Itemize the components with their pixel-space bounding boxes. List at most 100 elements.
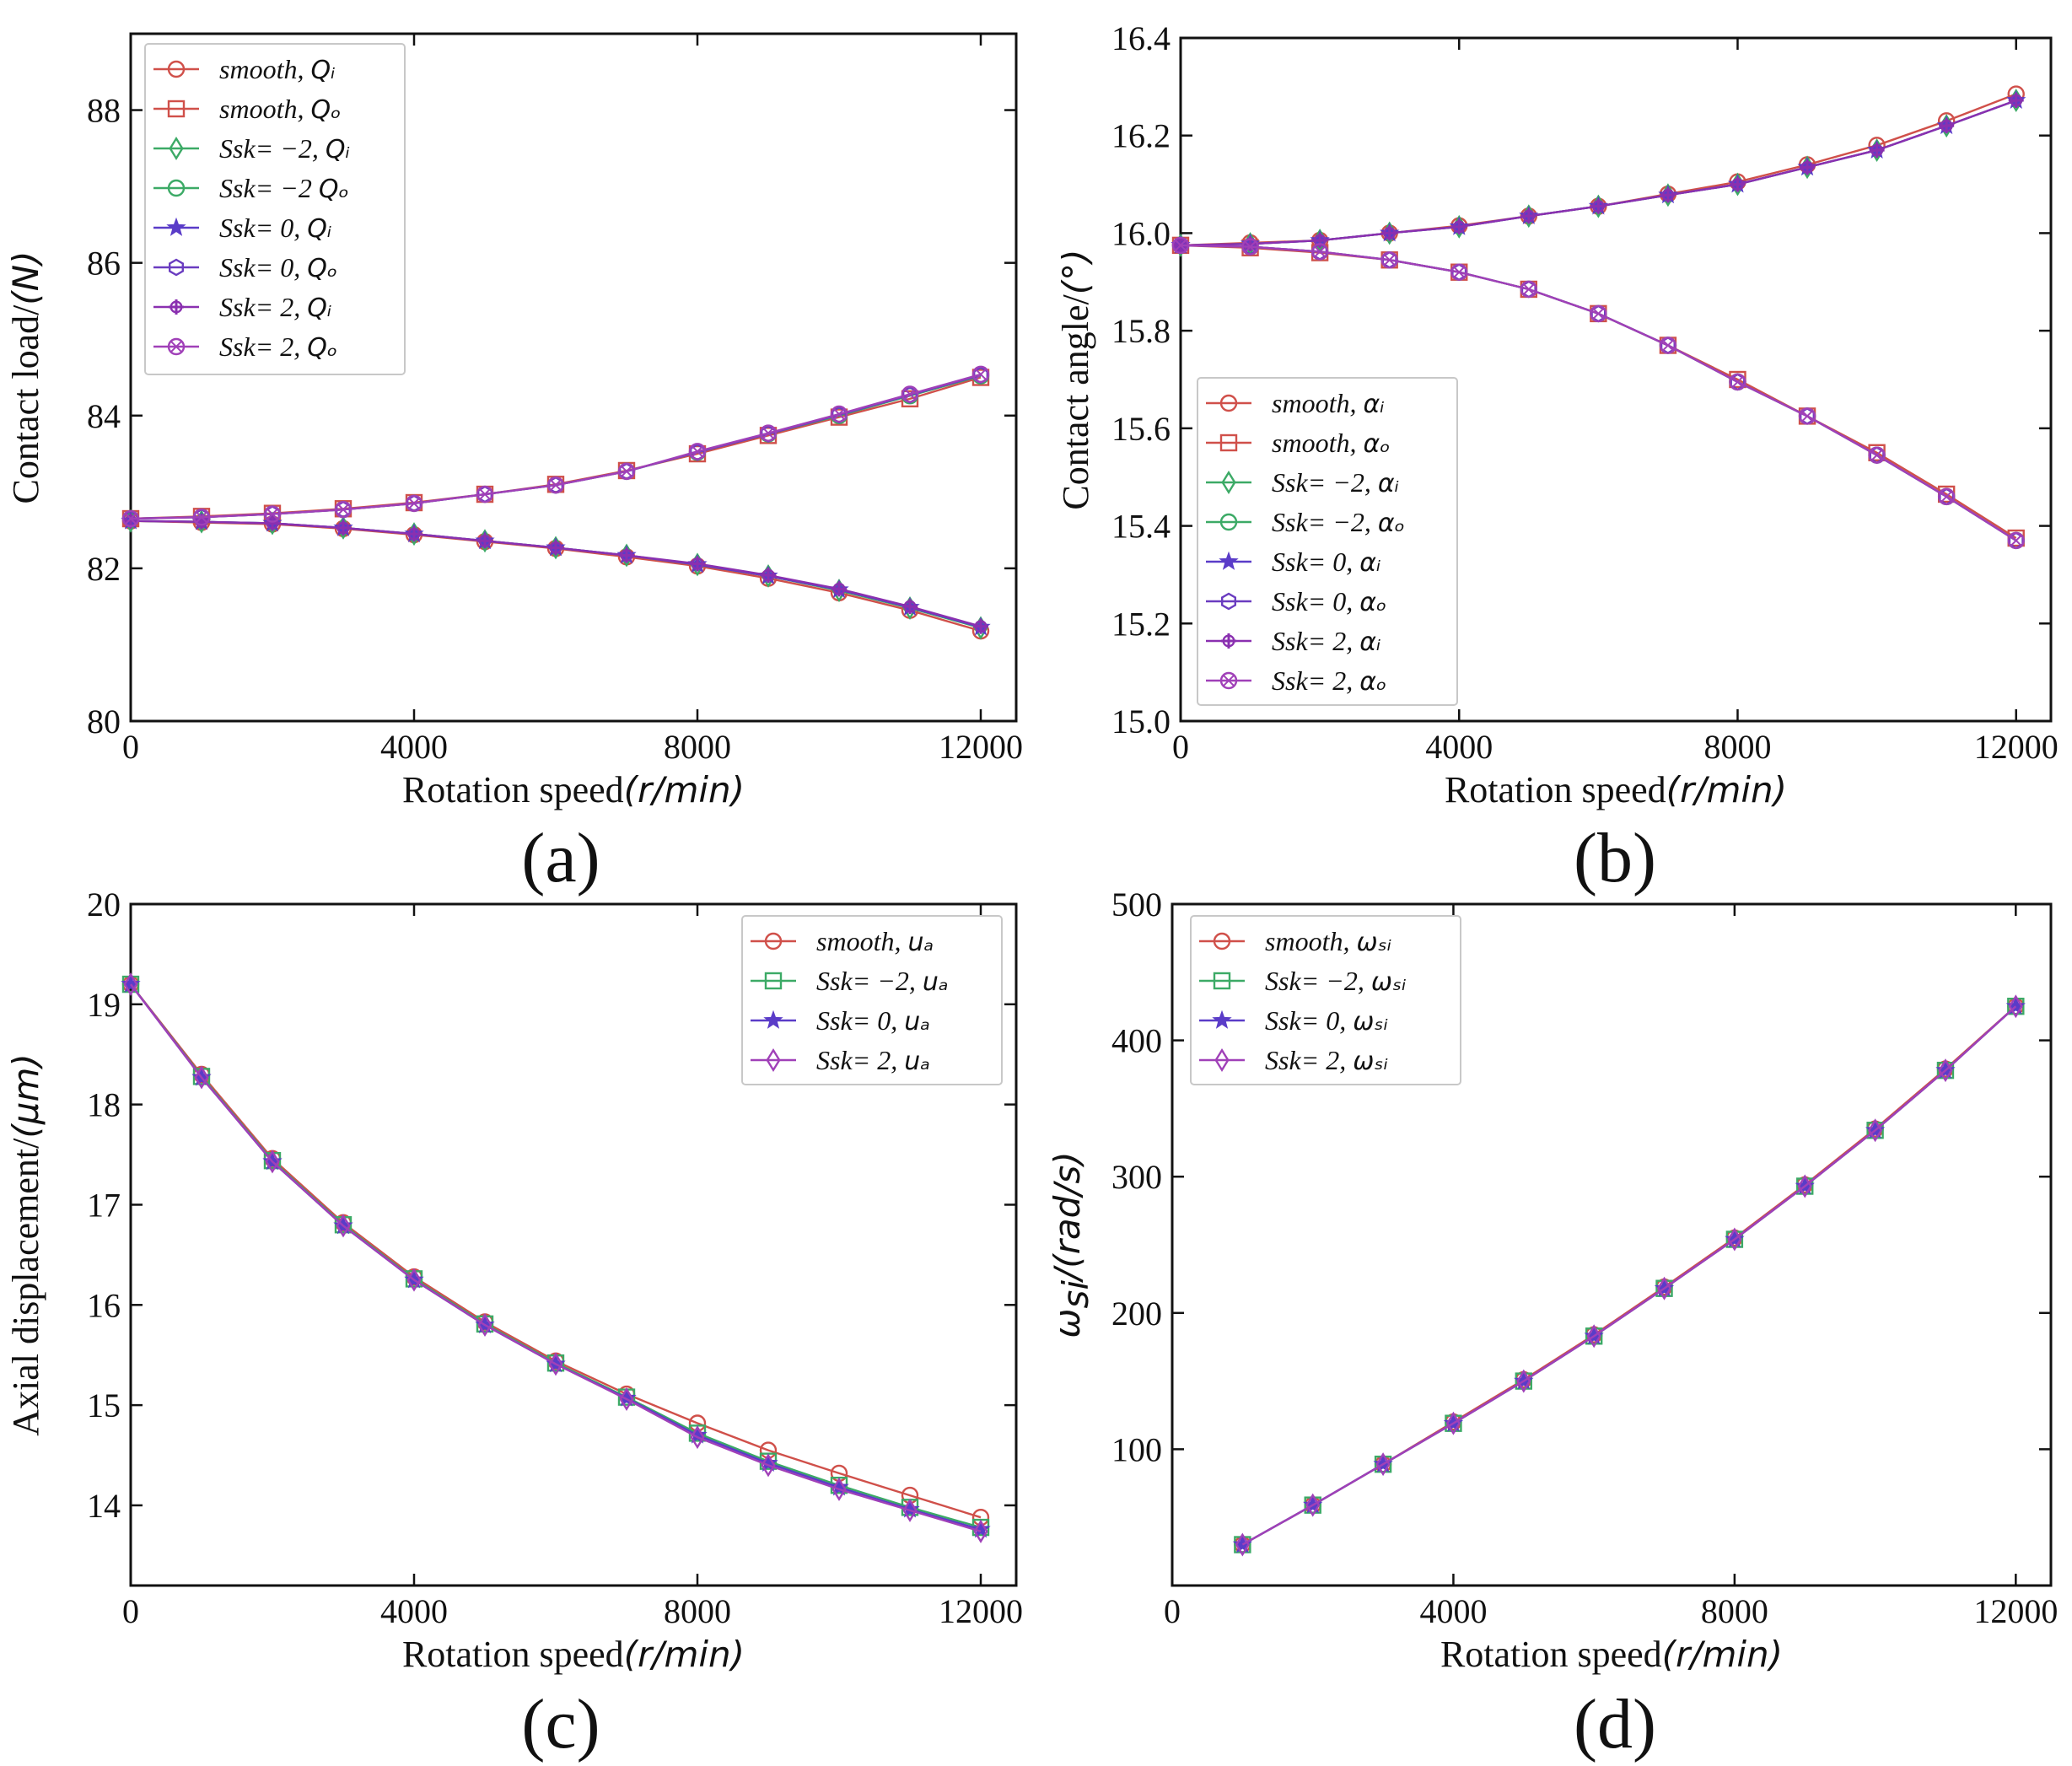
- legend-marker: [764, 932, 783, 950]
- data-point: [334, 500, 353, 519]
- legend-entry: Ssk= 2, Qᵢ: [153, 292, 331, 323]
- legend-label-sub: Qᵢ: [310, 56, 335, 85]
- legend-entry: Ssk= 0, uₐ: [751, 1005, 930, 1036]
- legend-entry: Ssk= 2, ωₛᵢ: [1199, 1045, 1388, 1076]
- data-point-x: [2010, 534, 2022, 546]
- data-point: [1937, 487, 1956, 506]
- series-5: [122, 366, 989, 528]
- chart-panel-c: 0 4000 8000 12000 14 15 16 17 18 19 20 Rotation spe…: [5, 886, 1023, 1763]
- legend-label-sub: αₒ: [1359, 588, 1386, 617]
- legend-label: smooth, uₐ: [816, 926, 934, 957]
- legend-label-sub: αₒ: [1378, 509, 1405, 538]
- legend-label: smooth, Qᵢ: [219, 54, 335, 85]
- legend-label-sub: Qₒ: [310, 95, 341, 125]
- x-tick-label: 0: [1164, 1592, 1181, 1630]
- plot-frame: [129, 902, 1018, 1587]
- y-tick-label: 18: [87, 1086, 121, 1124]
- legend-box: [1197, 377, 1458, 706]
- data-point-x: [1383, 254, 1396, 267]
- legend-label-text: Ssk= 0,: [219, 213, 307, 243]
- y-tick-label: 300: [1111, 1158, 1162, 1196]
- y-axis-label-text: Contact load/: [5, 304, 46, 504]
- legend-label-sub: αₒ: [1363, 429, 1390, 459]
- chart-panel-d: 0 4000 8000 12000 100 200 300 400 500 Rotation sp…: [1047, 886, 2058, 1763]
- series-3: [1235, 994, 2023, 1557]
- y-tick-label: 15.4: [1111, 508, 1171, 546]
- data-point-x: [478, 488, 492, 501]
- data-point-x: [1731, 375, 1744, 388]
- data-point: [1445, 1411, 1461, 1435]
- series-7: [1171, 236, 2025, 550]
- data-point-ring: [691, 557, 704, 570]
- data-point: [2005, 995, 2026, 1015]
- data-point: [121, 509, 140, 528]
- x-axis-label-text: Rotation speed: [1445, 769, 1666, 810]
- series-1: [121, 369, 990, 528]
- y-tick-label: 15: [87, 1386, 121, 1424]
- legend-label-sub: ωₛᵢ: [1371, 967, 1407, 997]
- data-point-ring: [903, 600, 917, 613]
- data-point: [1516, 1369, 1531, 1393]
- data-point: [1729, 373, 1746, 391]
- legend-label-sub: Qᵢ: [326, 135, 350, 164]
- legend-label-sub: uₐ: [923, 967, 949, 997]
- data-point: [1867, 1118, 1883, 1143]
- y-tick-label: 88: [87, 92, 121, 130]
- legend-marker-x: [1222, 674, 1235, 687]
- data-point: [687, 1424, 708, 1444]
- legend-entry: smooth, uₐ: [751, 926, 934, 957]
- data-point-ring: [2010, 94, 2023, 107]
- x-tick-label: 4000: [1425, 728, 1493, 766]
- legend-label-text: Ssk= −2,: [219, 133, 326, 164]
- data-point: [759, 424, 778, 442]
- legend-entry: Ssk= 0, ωₛᵢ: [1199, 1005, 1388, 1036]
- plot-frame: [1179, 36, 2053, 723]
- legend-label-sub: uₐ: [904, 1047, 930, 1076]
- y-tick-label: 500: [1111, 886, 1162, 923]
- legend-label: Ssk= 0, Qᵢ: [219, 213, 331, 244]
- x-tick-label: 0: [122, 728, 139, 766]
- legend-marker-x: [170, 340, 183, 353]
- legend-label: smooth, ωₛᵢ: [1265, 926, 1391, 957]
- series-line: [1180, 99, 2017, 247]
- legend-marker: [1214, 1048, 1230, 1072]
- legend-label: Ssk= 2, Qᵢ: [219, 292, 331, 323]
- legend-label-sub: ωₛᵢ: [1356, 928, 1391, 957]
- legend-marker: [169, 137, 184, 160]
- legend-label-text: Ssk= 0,: [1265, 1005, 1353, 1036]
- data-point: [1171, 236, 1190, 255]
- legend-marker: [1219, 394, 1238, 412]
- series-7: [121, 365, 990, 528]
- data-point-x: [407, 497, 421, 509]
- series-line: [1241, 1005, 2017, 1546]
- data-point: [263, 505, 282, 523]
- data-point-x: [1592, 307, 1605, 320]
- x-tick-label: 12000: [939, 1592, 1023, 1630]
- data-point: [2008, 994, 2023, 1019]
- y-axis-label-sub: si: [1055, 1280, 1096, 1309]
- legend-label: Ssk= −2 Qₒ: [219, 173, 349, 204]
- data-point-ring: [1800, 160, 1814, 174]
- y-tick-label: 100: [1111, 1430, 1162, 1468]
- legend-label-sub: Qₒ: [307, 333, 337, 363]
- data-point-ring: [549, 541, 562, 554]
- chart-panel-b: 0 4000 8000 12000 15.0 15.2 15.4 15.6 15.8 16.0 16…: [1055, 19, 2059, 897]
- legend-label-sub: Qᵢ: [307, 293, 331, 323]
- data-point: [1938, 1058, 1953, 1083]
- series-line: [1180, 99, 2017, 247]
- legend-label-text: smooth,: [1265, 926, 1356, 956]
- legend-label: Ssk= 0, uₐ: [816, 1005, 930, 1036]
- data-point-ring: [407, 527, 421, 541]
- y-axis-label: Contact load/(N): [5, 250, 46, 503]
- legend-label-sub: αᵢ: [1363, 390, 1384, 419]
- data-point: [1380, 251, 1398, 269]
- legend-label-text: smooth,: [1272, 388, 1363, 418]
- legend-marker: [1221, 471, 1236, 494]
- legend-entry: smooth, αₒ: [1206, 428, 1391, 459]
- data-point: [476, 485, 494, 503]
- data-point: [546, 476, 565, 494]
- data-point: [900, 1499, 920, 1518]
- data-point: [971, 365, 990, 384]
- legend-entry: Ssk= 0, αᵢ: [1206, 546, 1380, 578]
- legend-entry: smooth, Qᵢ: [153, 54, 335, 85]
